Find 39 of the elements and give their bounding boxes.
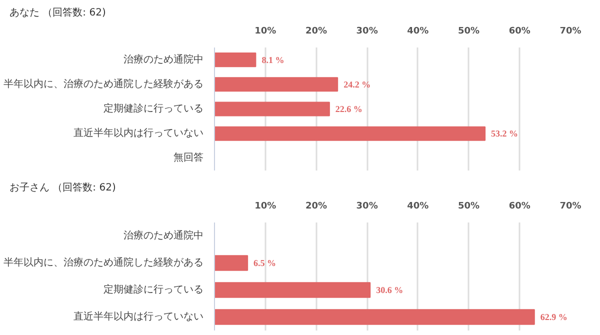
data-label: 6.5 %: [254, 258, 276, 268]
x-tick-label: 40%: [407, 26, 429, 36]
x-tick-label: 30%: [356, 202, 378, 212]
x-tick-label: 70%: [560, 26, 582, 36]
bar: [214, 282, 371, 298]
x-tick-label: 40%: [407, 202, 429, 212]
y-tick-label: 定期健診に行っている: [104, 284, 204, 296]
x-tick-label: 20%: [305, 202, 327, 212]
data-label: 8.1 %: [262, 54, 284, 65]
y-tick-label: 治療のため通院中: [124, 230, 204, 242]
x-tick-label: 30%: [356, 26, 378, 36]
x-tick-label: 50%: [458, 26, 480, 36]
y-tick-label: 直近半年以内は行っていない: [74, 127, 204, 140]
x-tick-label: 10%: [254, 26, 276, 36]
data-label: 53.2 %: [491, 128, 518, 139]
x-tick-label: 50%: [458, 202, 480, 212]
x-tick-label: 60%: [508, 26, 530, 36]
data-label: 62.9 %: [540, 312, 568, 322]
bar: [214, 52, 256, 68]
x-tick-label: 60%: [508, 202, 530, 212]
y-tick-label: 治療のため通院中: [124, 53, 204, 66]
y-tick-label: 定期健診に行っている: [104, 102, 204, 114]
data-label: 30.6 %: [376, 285, 404, 295]
bar: [214, 102, 330, 116]
data-label: 22.6 %: [335, 104, 362, 114]
y-tick-label: 無回答: [174, 152, 204, 164]
x-tick-label: 10%: [254, 202, 276, 212]
y-tick-label: 半年以内に、治療のため通院した経験がある: [4, 78, 204, 90]
text: お子さん （回答数: 62): [10, 182, 116, 194]
x-tick-label: 20%: [305, 26, 327, 36]
y-tick-label: 直近半年以内は行っていない: [74, 310, 204, 322]
data-label: 24.2 %: [344, 79, 371, 90]
bar: [214, 309, 535, 325]
y-tick-label: 半年以内に、治療のため通院した経験がある: [4, 256, 204, 268]
text: あなた （回答数: 62): [10, 6, 106, 18]
x-tick-label: 70%: [560, 202, 582, 212]
bar: [214, 77, 338, 92]
bar: [214, 126, 486, 141]
bar: [214, 255, 248, 271]
